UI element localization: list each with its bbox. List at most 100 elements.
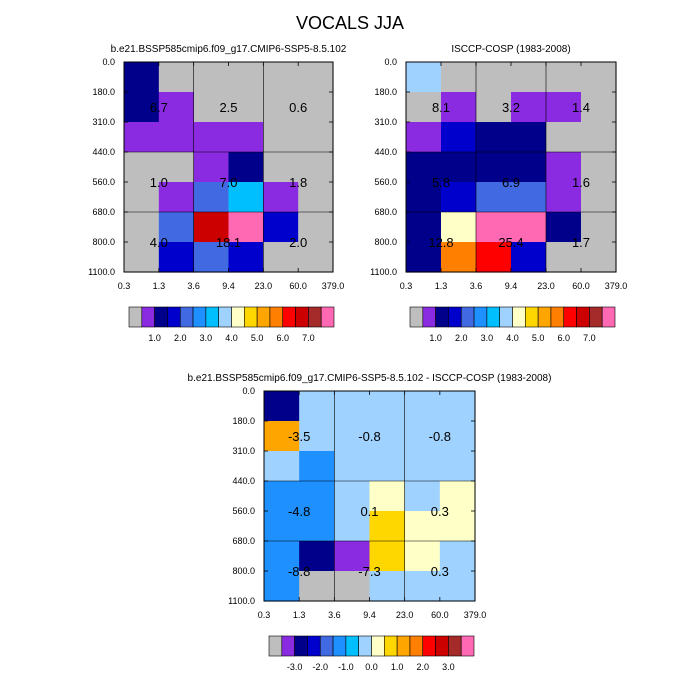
heatmap-cell	[581, 122, 617, 153]
heatmap-cell	[263, 212, 299, 243]
heatmap-cell	[404, 391, 441, 422]
x-tick-label: 3.6	[470, 281, 483, 291]
colorbar-label: -1.0	[338, 662, 354, 672]
colorbar-swatch	[435, 635, 449, 657]
heatmap-cell	[439, 391, 476, 422]
colorbar-swatch	[307, 635, 321, 657]
block-value-label: -7.3	[358, 564, 380, 579]
colorbar-swatch	[473, 306, 488, 328]
x-tick-label: 1.3	[293, 610, 306, 620]
heatmap-cell	[439, 451, 476, 482]
x-tick-label: 60.0	[431, 610, 449, 620]
colorbar-swatch	[601, 306, 616, 328]
heatmap-cell	[228, 152, 264, 183]
colorbar-swatch	[282, 306, 296, 328]
colorbar-swatch	[320, 306, 335, 328]
colorbar-swatch	[512, 306, 526, 328]
heatmap-cell	[334, 421, 371, 452]
x-tick-label: 23.0	[255, 281, 273, 291]
y-tick-label: 560.0	[232, 506, 255, 516]
heatmap-cell	[193, 92, 230, 123]
colorbar-swatch	[525, 306, 539, 328]
colorbar-swatch	[231, 306, 245, 328]
heatmap-cell	[124, 152, 160, 183]
colorbar-label: 2.0	[455, 333, 468, 343]
x-tick-label: 9.4	[363, 610, 376, 620]
heatmap-cell	[369, 421, 406, 452]
panel-difference: b.e21.BSSP585cmip6.f09_g17.CMIP6-SSP5-8.…	[188, 373, 552, 672]
figure-title: VOCALS JJA	[296, 13, 404, 33]
x-tick-label: 3.6	[328, 610, 341, 620]
heatmap-cell	[299, 451, 335, 482]
heatmap-cell	[124, 182, 160, 213]
colorbar-label: 4.0	[225, 333, 238, 343]
heatmap-cell	[476, 122, 512, 153]
x-tick-label: 379.0	[322, 281, 345, 291]
colorbar-label: 0.0	[365, 662, 378, 672]
x-tick-label: 1.3	[435, 281, 448, 291]
colorbar-swatch	[179, 306, 194, 328]
heatmap-cell	[404, 571, 441, 602]
heatmap-cell	[298, 92, 334, 123]
heatmap-cell	[299, 391, 335, 422]
block-value-label: 7.0	[219, 175, 237, 190]
heatmap-cell	[476, 62, 512, 93]
heatmap-cell	[441, 92, 477, 123]
heatmap-cell	[511, 152, 547, 183]
colorbar-label: 2.0	[416, 662, 429, 672]
colorbar-swatch	[384, 635, 398, 657]
heatmap-cell	[511, 182, 547, 213]
heatmap-cell	[439, 511, 476, 542]
colorbar-swatch	[563, 306, 577, 328]
block-value-label: 1.6	[572, 175, 590, 190]
heatmap-cell	[263, 122, 299, 153]
x-tick-label: 1.3	[153, 281, 166, 291]
heatmap-cell	[334, 391, 371, 422]
y-tick-label: 1100.0	[88, 267, 115, 277]
colorbar-swatch	[358, 635, 372, 657]
colorbar-label: -3.0	[287, 662, 303, 672]
heatmap-cell	[193, 212, 230, 243]
heatmap-cell	[476, 92, 512, 123]
y-tick-label: 800.0	[374, 237, 397, 247]
x-tick-label: 23.0	[396, 610, 414, 620]
heatmap-cell	[581, 212, 617, 243]
colorbar-swatch	[460, 306, 475, 328]
heatmap-cell	[511, 242, 547, 273]
heatmap-cell	[264, 391, 300, 422]
panel-title: b.e21.BSSP585cmip6.f09_g17.CMIP6-SSP5-8.…	[111, 44, 347, 55]
heatmap-cell	[369, 571, 406, 602]
heatmap-cell	[263, 92, 299, 123]
x-tick-label: 379.0	[464, 610, 487, 620]
heatmap-cell	[439, 481, 476, 512]
heatmap-cell	[298, 62, 334, 93]
heatmap-cell	[476, 212, 512, 243]
colorbar-swatch	[332, 635, 347, 657]
x-tick-label: 9.4	[505, 281, 518, 291]
y-tick-label: 680.0	[232, 536, 255, 546]
heatmap-cell	[193, 182, 230, 213]
heatmap-cell	[263, 182, 299, 213]
colorbar-swatch	[422, 306, 436, 328]
block-value-label: 2.0	[289, 235, 307, 250]
heatmap-cell	[158, 212, 195, 243]
colorbar-label: 6.0	[276, 333, 289, 343]
heatmap-cell	[441, 62, 477, 93]
heatmap-cell	[476, 242, 512, 273]
x-tick-label: 3.6	[187, 281, 200, 291]
heatmap-cell	[581, 242, 617, 273]
heatmap-cell	[369, 451, 406, 482]
colorbar-swatch	[256, 306, 271, 328]
heatmap-cell	[158, 62, 195, 93]
heatmap-cell	[441, 122, 477, 153]
heatmap-cell	[264, 481, 300, 512]
heatmap-cell	[264, 511, 300, 542]
heatmap-cell	[476, 182, 512, 213]
colorbar-swatch	[269, 306, 284, 328]
heatmap-cell	[263, 242, 299, 273]
colorbar-swatch	[244, 306, 258, 328]
colorbar-swatch	[295, 306, 309, 328]
heatmap-cell	[263, 152, 299, 183]
y-tick-label: 0.0	[384, 57, 397, 67]
